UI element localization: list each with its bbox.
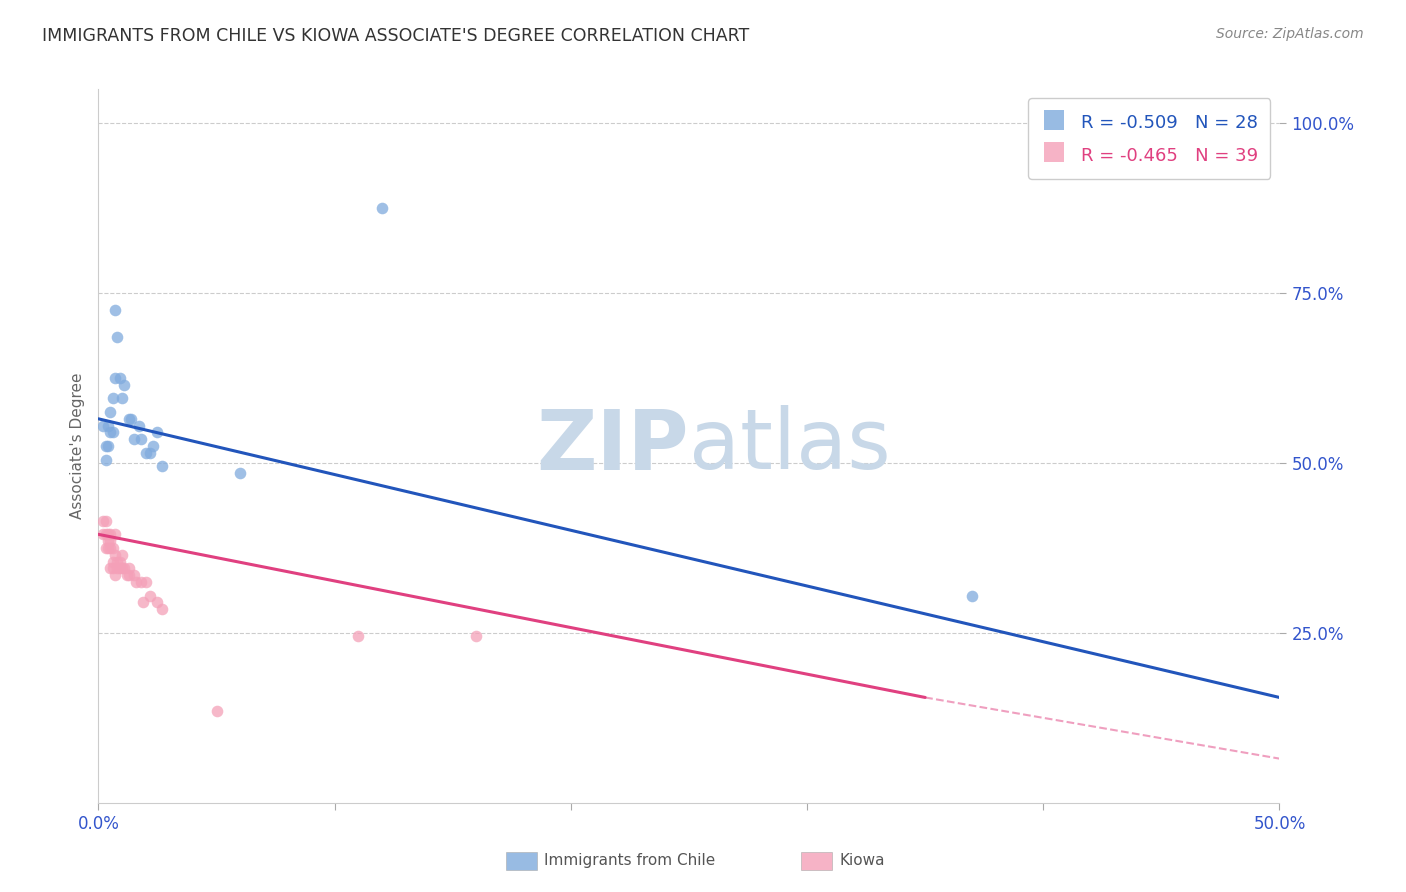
- Text: Immigrants from Chile: Immigrants from Chile: [544, 854, 716, 868]
- Legend: R = -0.509   N = 28, R = -0.465   N = 39: R = -0.509 N = 28, R = -0.465 N = 39: [1028, 98, 1271, 179]
- Text: IMMIGRANTS FROM CHILE VS KIOWA ASSOCIATE'S DEGREE CORRELATION CHART: IMMIGRANTS FROM CHILE VS KIOWA ASSOCIATE…: [42, 27, 749, 45]
- Text: Kiowa: Kiowa: [839, 854, 884, 868]
- Point: [101, 541, 124, 555]
- Point: [132, 595, 155, 609]
- Point: [97, 439, 120, 453]
- Point: [122, 432, 145, 446]
- Point: [105, 330, 128, 344]
- Point: [112, 377, 135, 392]
- Point: [118, 568, 141, 582]
- Point: [142, 439, 165, 453]
- Point: [111, 548, 134, 562]
- Point: [97, 527, 120, 541]
- Point: [129, 432, 152, 446]
- Y-axis label: Associate's Degree: Associate's Degree: [69, 373, 84, 519]
- Point: [98, 527, 121, 541]
- Point: [105, 555, 128, 569]
- Point: [135, 446, 157, 460]
- Point: [122, 568, 145, 582]
- Text: atlas: atlas: [689, 406, 890, 486]
- Point: [118, 561, 141, 575]
- Point: [205, 704, 228, 718]
- Point: [347, 629, 370, 643]
- Point: [111, 392, 134, 406]
- Point: [98, 534, 121, 549]
- Text: ZIP: ZIP: [537, 406, 689, 486]
- Point: [91, 514, 114, 528]
- Point: [111, 561, 134, 575]
- Point: [97, 541, 120, 555]
- Point: [101, 392, 124, 406]
- Point: [150, 459, 173, 474]
- Point: [146, 425, 169, 440]
- Point: [97, 418, 120, 433]
- Point: [104, 527, 127, 541]
- Point: [91, 527, 114, 541]
- Point: [129, 574, 152, 589]
- Point: [121, 412, 143, 426]
- Point: [94, 452, 117, 467]
- Point: [108, 561, 131, 575]
- Point: [104, 548, 127, 562]
- Point: [98, 405, 121, 419]
- Point: [104, 568, 127, 582]
- Point: [135, 574, 157, 589]
- Point: [94, 527, 117, 541]
- Point: [94, 541, 117, 555]
- Point: [97, 534, 120, 549]
- Point: [98, 541, 121, 555]
- Point: [98, 561, 121, 575]
- Point: [139, 589, 162, 603]
- Text: Source: ZipAtlas.com: Source: ZipAtlas.com: [1216, 27, 1364, 41]
- Point: [108, 371, 131, 385]
- Point: [150, 602, 173, 616]
- Point: [371, 201, 394, 215]
- Point: [125, 574, 148, 589]
- Point: [104, 303, 127, 318]
- Point: [962, 589, 984, 603]
- Point: [112, 561, 135, 575]
- Point: [229, 466, 252, 480]
- Point: [128, 418, 150, 433]
- Point: [91, 418, 114, 433]
- Point: [465, 629, 488, 643]
- Point: [108, 555, 131, 569]
- Point: [101, 425, 124, 440]
- Point: [105, 561, 128, 575]
- Point: [101, 555, 124, 569]
- Point: [146, 595, 169, 609]
- Point: [139, 446, 162, 460]
- Point: [115, 568, 138, 582]
- Point: [98, 425, 121, 440]
- Point: [94, 514, 117, 528]
- Point: [104, 371, 127, 385]
- Point: [118, 412, 141, 426]
- Point: [101, 561, 124, 575]
- Point: [94, 439, 117, 453]
